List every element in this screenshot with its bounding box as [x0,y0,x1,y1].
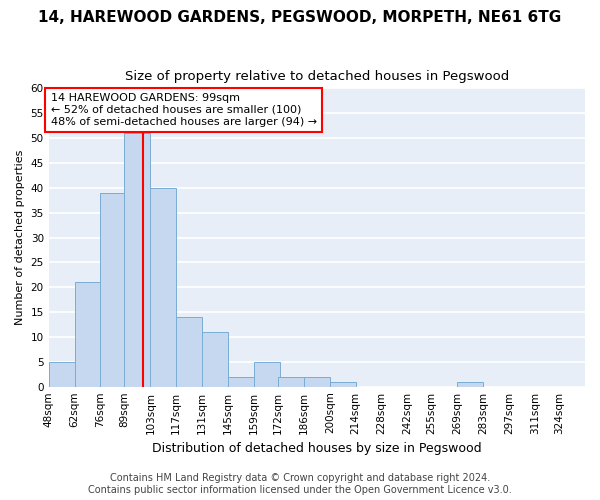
Text: 14 HAREWOOD GARDENS: 99sqm
← 52% of detached houses are smaller (100)
48% of sem: 14 HAREWOOD GARDENS: 99sqm ← 52% of deta… [50,94,317,126]
Bar [202,332,228,386]
Bar [176,317,202,386]
Bar [100,193,127,386]
Bar [457,382,483,386]
Bar [228,376,254,386]
Text: Contains HM Land Registry data © Crown copyright and database right 2024.
Contai: Contains HM Land Registry data © Crown c… [88,474,512,495]
X-axis label: Distribution of detached houses by size in Pegswood: Distribution of detached houses by size … [152,442,482,455]
Bar [278,376,304,386]
Text: 14, HAREWOOD GARDENS, PEGSWOOD, MORPETH, NE61 6TG: 14, HAREWOOD GARDENS, PEGSWOOD, MORPETH,… [38,10,562,25]
Bar [330,382,356,386]
Bar [124,133,151,386]
Title: Size of property relative to detached houses in Pegswood: Size of property relative to detached ho… [125,70,509,83]
Bar [304,376,330,386]
Bar [49,362,74,386]
Bar [254,362,280,386]
Bar [74,282,100,387]
Bar [151,188,176,386]
Y-axis label: Number of detached properties: Number of detached properties [15,150,25,325]
